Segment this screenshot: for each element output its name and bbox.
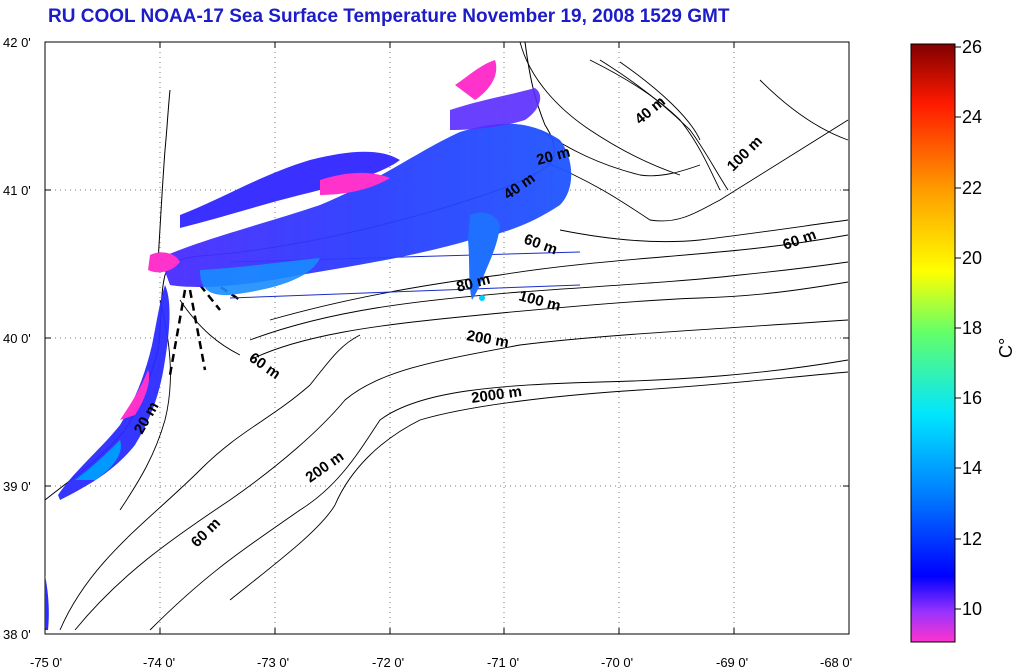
bathymetry-contours: [59, 41, 849, 631]
axis-ticks: [44, 42, 849, 634]
lon-tick-label: -74 0': [143, 655, 175, 670]
contour-label: 2000 m: [470, 383, 523, 407]
lat-tick-labels: 42 0' 41 0' 40 0' 39 0' 38 0': [3, 35, 31, 642]
lon-tick-label: -73 0': [257, 655, 289, 670]
colorbar-tick-labels: 26 24 22 20 18 16 14 12 10: [962, 37, 982, 619]
lat-tick-label: 40 0': [3, 331, 31, 346]
colorbar-tick-label: 18: [962, 318, 982, 338]
colorbar: [910, 43, 956, 643]
sst-speck: [479, 295, 485, 301]
colorbar-tick-label: 26: [962, 37, 982, 57]
lon-tick-label: -71 0': [487, 655, 519, 670]
lon-tick-label: -75 0': [30, 655, 62, 670]
sst-patch-northeast: [450, 88, 541, 130]
sst-imagery: [45, 60, 572, 630]
lat-tick-label: 41 0': [3, 183, 31, 198]
lat-tick-label: 39 0': [3, 479, 31, 494]
lon-tick-label: -72 0': [372, 655, 404, 670]
colorbar-tick-label: 24: [962, 107, 982, 127]
sst-patch-delaware: [45, 575, 49, 630]
colorbar-tick-label: 10: [962, 599, 982, 619]
lon-tick-label: -68 0': [820, 655, 852, 670]
sst-patch-offshore: [468, 212, 500, 300]
lon-tick-label: -69 0': [716, 655, 748, 670]
lat-tick-label: 38 0': [3, 627, 31, 642]
colorbar-tick-label: 22: [962, 178, 982, 198]
map-title: RU COOL NOAA-17 Sea Surface Temperature …: [48, 6, 730, 27]
colorbar-tick-label: 12: [962, 529, 982, 549]
colorbar-tick-label: 16: [962, 388, 982, 408]
sst-patch-north-shore: [180, 151, 400, 228]
sst-patch-nj-bays: [120, 370, 150, 420]
lon-tick-labels: -75 0' -74 0' -73 0' -72 0' -71 0' -70 0…: [30, 655, 852, 670]
colorbar-ticks: [955, 46, 961, 610]
sst-patch-shelf: [160, 123, 572, 287]
lon-tick-label: -70 0': [601, 655, 633, 670]
colorbar-unit-label: C°: [996, 338, 1016, 358]
lat-tick-label: 42 0': [3, 35, 31, 50]
sst-patch-hudson: [148, 252, 180, 273]
colorbar-tick-label: 20: [962, 248, 982, 268]
colorbar-tick-label: 14: [962, 458, 982, 478]
sst-patch-narragansett: [455, 60, 497, 100]
sst-patch-sound: [320, 172, 390, 195]
sst-patch-nj-warm: [75, 440, 121, 480]
sst-patch-nearshore: [200, 258, 320, 296]
